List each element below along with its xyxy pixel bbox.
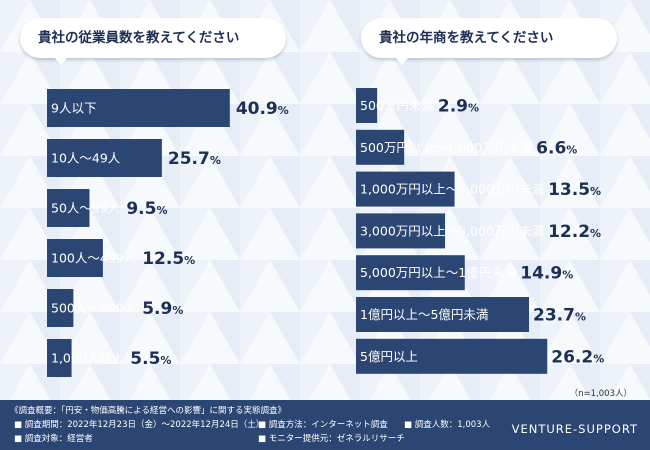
right-bar-4 [356, 213, 446, 249]
right-category-label-3: 1,000万円以上〜3,000万円未満 [360, 182, 544, 197]
right-value-label-7: 26.2% [551, 347, 604, 367]
right-bar-5 [356, 255, 465, 291]
brand-logo: VENTURE-SUPPORT [511, 422, 638, 436]
left-bar-1 [47, 89, 230, 127]
left-value-label-1: 40.9% [236, 99, 289, 119]
right-value-label-1: 2.9% [438, 97, 479, 117]
right-chart-title-text: 貴社の年商を教えてください [379, 30, 554, 46]
survey-provider: ■ モニター提供元：ゼネラルリサーチ [258, 434, 405, 444]
right-category-label-2: 500万円以上〜1,000万円未満 [360, 140, 532, 155]
left-value-label-2: 25.7% [168, 149, 221, 169]
left-value-label-5: 5.9% [142, 299, 183, 319]
right-category-label-4: 3,000万円以上〜5,000万円未満 [360, 223, 544, 238]
left-bar-4 [47, 239, 103, 277]
right-category-label-6: 1億円以上〜5億円未満 [360, 307, 488, 322]
right-value-label-3: 13.5% [548, 180, 601, 200]
right-category-label-7: 5億円以上 [360, 349, 418, 364]
left-category-label-2: 10人〜49人 [51, 151, 121, 166]
right-bar-7 [356, 338, 548, 374]
left-bar-6 [47, 339, 72, 377]
left-bar-5 [47, 289, 74, 327]
survey-period: ■ 調査期間：2022年12月23日（金）〜2022年12月24日（土） [14, 420, 265, 430]
right-category-label-5: 5,000万円以上〜1億円未満 [360, 265, 516, 280]
right-bar-2 [356, 129, 405, 165]
left-category-label-3: 50人〜99人 [51, 201, 121, 216]
right-value-label-4: 12.2% [548, 222, 601, 242]
right-bar-3 [356, 171, 455, 207]
left-bar-2 [47, 139, 162, 177]
left-category-label-1: 9人以下 [51, 101, 96, 116]
right-value-label-5: 14.9% [520, 264, 573, 284]
left-category-label-4: 100人〜499人 [51, 251, 137, 266]
left-chart-title: 貴社の従業員数を教えてください [20, 18, 286, 65]
survey-heading: 《調査概要：「円安・物価高騰による経営への影響」に関する実態調査》 [10, 406, 286, 416]
background-pattern [0, 0, 650, 400]
left-chart-title-text: 貴社の従業員数を教えてください [38, 30, 240, 46]
right-value-label-2: 6.6% [536, 138, 577, 158]
right-chart-title: 貴社の年商を教えてください [361, 18, 617, 65]
survey-method: ■ 調査方法：インターネット調査 [258, 420, 388, 430]
bar-charts: 9人以下 40.9% 10人〜49人 25.7% 50人〜99人 9.5% 100人〜499… [47, 88, 604, 377]
survey-footer: 《調査概要：「円安・物価高騰による経営への影響」に関する実態調査》 ■ 調査期間… [0, 400, 650, 450]
left-bar-3 [47, 189, 90, 227]
left-value-label-4: 12.5% [142, 249, 195, 269]
left-value-label-3: 9.5% [126, 199, 167, 219]
right-bar-6 [356, 297, 530, 332]
right-category-label-1: 500万円未満 [360, 98, 434, 113]
right-value-label-6: 23.7% [533, 306, 586, 326]
survey-target: ■ 調査対象：経営者 [14, 434, 93, 444]
sample-size-note: （n=1,003人） [569, 389, 632, 399]
survey-count: ■ 調査人数：1,003人 [404, 420, 491, 430]
right-bar-1 [356, 88, 378, 123]
left-category-label-6: 1,000人以上 [51, 351, 124, 366]
left-value-label-6: 5.5% [130, 349, 171, 369]
left-category-label-5: 500人〜999人 [51, 301, 137, 316]
